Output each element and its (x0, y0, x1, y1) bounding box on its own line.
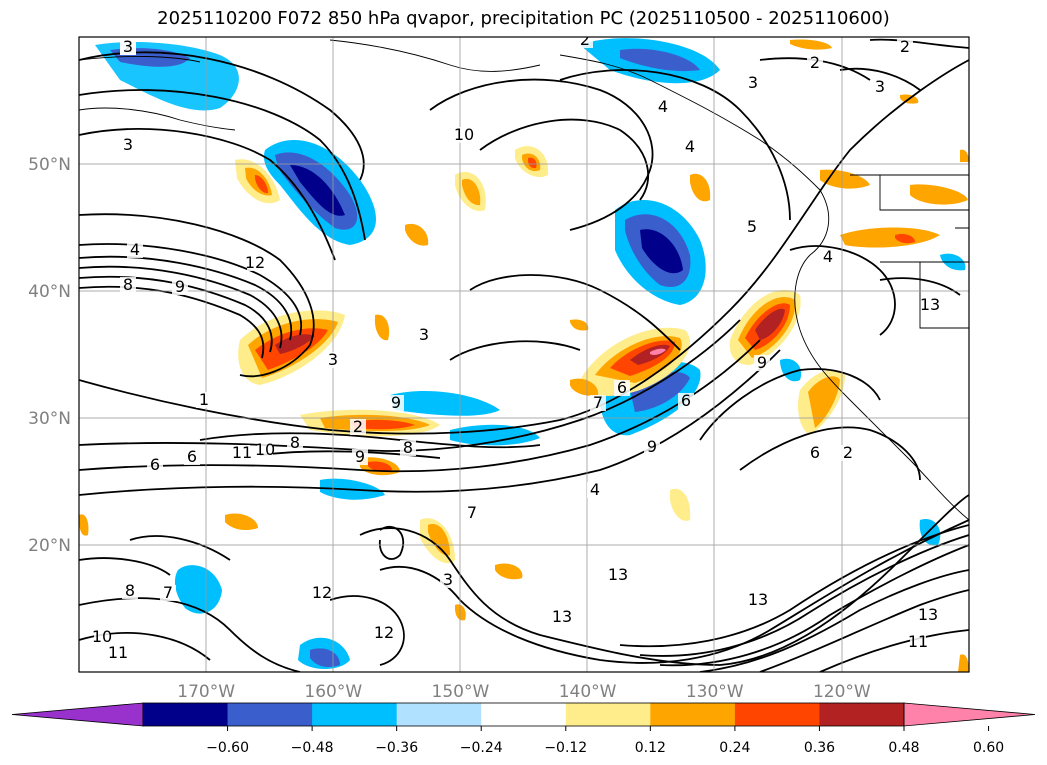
lon-tick-label: 160°W (304, 682, 362, 702)
contour-label: 4 (130, 240, 140, 259)
contour-label: 13 (608, 565, 628, 584)
colorbar-extend-high (903, 702, 1036, 727)
contour-label: 10 (255, 440, 275, 459)
contour-label: 12 (245, 253, 265, 272)
contour-label: 10 (454, 125, 474, 144)
contour-label: 10 (92, 627, 112, 646)
contour-label: 8 (123, 275, 133, 294)
contour-labels: 2222333445441289103319286611109867699476… (92, 30, 940, 662)
precip-shading (79, 38, 969, 672)
qvapor-contours (79, 38, 969, 672)
contour-label: 12 (374, 623, 394, 642)
coastlines (79, 39, 969, 521)
contour-label: 4 (823, 247, 833, 266)
colorbar-tick-label: 0.24 (719, 740, 750, 756)
colorbar-bin (650, 703, 736, 726)
contour-label: 13 (552, 607, 572, 626)
contour-label: 7 (163, 583, 173, 602)
contour-label: 9 (355, 447, 365, 466)
colorbar-tick-label: 0.12 (635, 740, 666, 756)
contour-label: 2 (810, 53, 820, 72)
colorbar-bin (227, 703, 313, 726)
colorbar-tick-label: 0.48 (888, 740, 919, 756)
colorbar-bin (819, 703, 905, 726)
lon-tick-label: 140°W (559, 682, 617, 702)
contour-label: 5 (747, 217, 757, 236)
colorbar-tick-label: −0.60 (206, 740, 249, 756)
colorbar-bin (143, 703, 229, 726)
lon-tick-label: 130°W (686, 682, 744, 702)
map-frame (78, 36, 970, 673)
contour-label: 9 (175, 277, 185, 296)
colorbar-bin (565, 703, 651, 726)
map-area (79, 37, 969, 672)
contour-label: 1 (199, 390, 209, 409)
contour-label: 3 (748, 73, 758, 92)
colorbar-tick-label: −0.24 (460, 740, 503, 756)
contour-label: 3 (123, 135, 133, 154)
colorbar-bin (312, 703, 398, 726)
contour-label: 2 (353, 417, 363, 436)
lon-tick-label: 120°W (813, 682, 871, 702)
contour-label: 6 (187, 447, 197, 466)
colorbar-bin (734, 703, 820, 726)
contour-label: 2 (900, 37, 910, 56)
contour-label: 2 (580, 30, 590, 49)
contour-label: 13 (920, 295, 940, 314)
contour-label: 6 (810, 443, 820, 462)
contour-label: 11 (232, 443, 252, 462)
contour-label: 3 (419, 325, 429, 344)
contour-label: 4 (658, 97, 668, 116)
colorbar-bin (396, 703, 482, 726)
contour-label: 12 (312, 583, 332, 602)
colorbar-tick-label: −0.36 (375, 740, 418, 756)
map-title: 2025110200 F072 850 hPa qvapor, precipit… (157, 8, 890, 29)
contour-label: 7 (467, 503, 477, 522)
colorbar (11, 702, 1036, 727)
colorbar-tick-labels: −0.60 −0.48 −0.36 −0.24 −0.12 0.12 0.24 0.36 0.4… (206, 726, 1004, 756)
contour-label: 3 (443, 570, 453, 589)
lat-tick-label: 30°N (28, 409, 71, 429)
lon-tick-labels: 170°W 160°W 150°W 140°W 130°W 120°W (177, 682, 871, 702)
lat-tick-label: 50°N (28, 155, 71, 175)
contour-label: 9 (391, 393, 401, 412)
lat-tick-label: 20°N (28, 536, 71, 556)
contour-label: 4 (590, 480, 600, 499)
contour-label: 13 (748, 590, 768, 609)
contour-label: 13 (918, 605, 938, 624)
contour-label: 6 (681, 391, 691, 410)
contour-label: 3 (328, 350, 338, 369)
colorbar-extend-low (11, 702, 144, 727)
colorbar-tick-label: 0.36 (804, 740, 835, 756)
contour-label: 3 (123, 37, 133, 56)
contour-label: 2 (843, 443, 853, 462)
contour-label: 6 (150, 455, 160, 474)
contour-label: 11 (108, 643, 128, 662)
contour-label: 8 (290, 433, 300, 452)
lon-tick-label: 150°W (432, 682, 490, 702)
contour-label: 11 (908, 632, 928, 651)
contour-label: 7 (593, 393, 603, 412)
colorbar-tick-label: 0.60 (973, 740, 1004, 756)
colorbar-bin (481, 703, 567, 726)
contour-label: 6 (617, 378, 627, 397)
lat-tick-labels: 20°N 30°N 40°N 50°N (28, 155, 71, 556)
contour-label: 8 (403, 438, 413, 457)
contour-label: 4 (685, 137, 695, 156)
colorbar-tick-label: −0.48 (291, 740, 334, 756)
colorbar-tick-label: −0.12 (544, 740, 587, 756)
contour-label: 9 (757, 353, 767, 372)
contour-label: 9 (647, 437, 657, 456)
lon-tick-label: 170°W (177, 682, 235, 702)
lat-tick-label: 40°N (28, 282, 71, 302)
contour-label: 3 (875, 77, 885, 96)
contour-label: 8 (125, 581, 135, 600)
